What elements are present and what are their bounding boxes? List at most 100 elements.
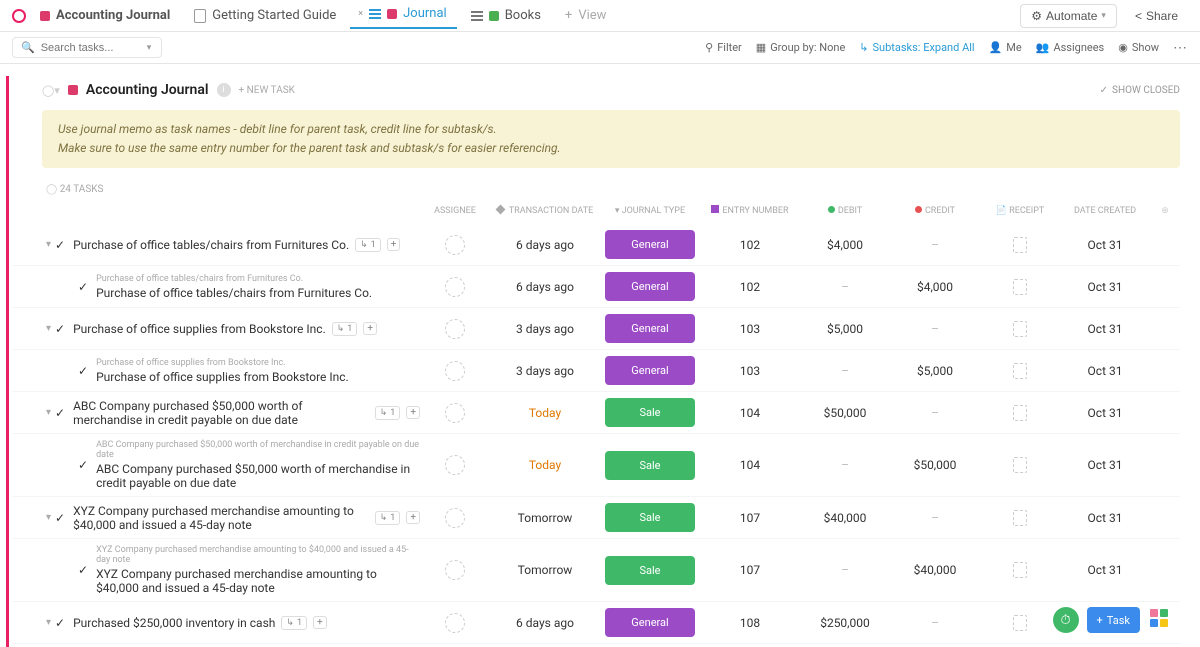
assignee-placeholder[interactable] — [445, 277, 465, 297]
subtask-count-badge[interactable]: ↳1 — [332, 322, 358, 336]
receipt-placeholder[interactable] — [1013, 405, 1027, 421]
col-transaction-date[interactable]: TRANSACTION DATE — [490, 206, 600, 216]
check-icon[interactable]: ✓ — [55, 322, 65, 336]
col-receipt[interactable]: 📄 RECEIPT — [980, 206, 1060, 216]
receipt-placeholder[interactable] — [1013, 363, 1027, 379]
receipt-placeholder[interactable] — [1013, 279, 1027, 295]
receipt-placeholder[interactable] — [1013, 510, 1027, 526]
groupby-button[interactable]: ▦Group by: None — [756, 41, 846, 54]
assignee-placeholder[interactable] — [445, 235, 465, 255]
journal-type-badge[interactable]: Sale — [605, 503, 695, 532]
collapse-icon[interactable]: ◯ — [46, 184, 57, 195]
info-icon[interactable]: i — [217, 83, 231, 97]
journal-type-badge[interactable]: General — [605, 230, 695, 259]
credit-value: – — [890, 406, 980, 420]
search-input[interactable] — [41, 42, 141, 54]
view-button[interactable]: +View — [555, 4, 617, 27]
new-task-button[interactable]: + NEW TASK — [239, 85, 295, 96]
receipt-placeholder[interactable] — [1013, 237, 1027, 253]
assignee-placeholder[interactable] — [445, 613, 465, 633]
check-icon[interactable]: ✓ — [55, 406, 65, 420]
add-subtask-button[interactable]: + — [313, 616, 327, 629]
more-button[interactable]: ⋯ — [1173, 40, 1188, 56]
close-icon[interactable]: × — [358, 9, 363, 19]
col-debit[interactable]: DEBIT — [800, 206, 890, 216]
assignee-placeholder[interactable] — [445, 560, 465, 580]
expand-icon[interactable]: ▾ — [46, 407, 51, 418]
journal-type-badge[interactable]: General — [605, 608, 695, 637]
task-row[interactable]: ✓XYZ Company purchased merchandise amoun… — [12, 539, 1180, 602]
task-name: Purchase of office tables/chairs from Fu… — [73, 238, 349, 252]
add-subtask-button[interactable]: + — [387, 238, 401, 251]
journal-type-badge[interactable]: Sale — [605, 451, 695, 480]
assignee-placeholder[interactable] — [445, 455, 465, 475]
check-icon[interactable]: ✓ — [78, 563, 88, 577]
col-credit[interactable]: CREDIT — [890, 206, 980, 216]
col-assignee[interactable]: ASSIGNEE — [420, 206, 490, 216]
show-button[interactable]: ◉Show — [1118, 41, 1159, 54]
expand-icon[interactable]: ▾ — [46, 512, 51, 523]
apps-button[interactable] — [1148, 607, 1170, 629]
entry-number: 107 — [700, 511, 800, 525]
tab-journal[interactable]: × Journal — [350, 2, 456, 29]
share-button[interactable]: < Share — [1125, 5, 1188, 27]
tab-getting-started[interactable]: Getting Started Guide — [184, 4, 346, 27]
task-row[interactable]: ▾✓ABC Company purchased $50,000 worth of… — [12, 392, 1180, 434]
add-subtask-button[interactable]: + — [406, 406, 420, 419]
automate-button[interactable]: ⚙ Automate ▾ — [1020, 4, 1117, 28]
journal-type-badge[interactable]: General — [605, 272, 695, 301]
me-button[interactable]: 👤Me — [989, 41, 1022, 54]
expand-icon[interactable]: ▾ — [46, 617, 51, 628]
subtask-count-badge[interactable]: ↳1 — [355, 238, 381, 252]
col-entry-number[interactable]: ENTRY NUMBER — [700, 205, 800, 216]
receipt-placeholder[interactable] — [1013, 615, 1027, 631]
assignee-placeholder[interactable] — [445, 361, 465, 381]
check-icon[interactable]: ✓ — [55, 511, 65, 525]
check-icon[interactable]: ✓ — [78, 458, 88, 472]
journal-type-badge[interactable]: General — [605, 314, 695, 343]
receipt-placeholder[interactable] — [1013, 457, 1027, 473]
timer-fab[interactable]: ⏱ — [1053, 607, 1079, 633]
assignee-placeholder[interactable] — [445, 508, 465, 528]
assignee-placeholder[interactable] — [445, 319, 465, 339]
new-task-fab[interactable]: +Task — [1087, 607, 1140, 633]
check-icon[interactable]: ✓ — [55, 238, 65, 252]
filter-icon: ⚲ — [705, 41, 713, 54]
task-row[interactable]: ▾ ✓ Purchase of office tables/chairs from … — [12, 224, 1180, 266]
show-closed-button[interactable]: ✓SHOW CLOSED — [1100, 85, 1180, 96]
add-column-button[interactable]: ⊕ — [1150, 206, 1180, 216]
journal-type-badge[interactable]: Sale — [605, 556, 695, 585]
expand-icon[interactable]: ▾ — [46, 239, 51, 250]
assignees-button[interactable]: 👥Assignees — [1036, 41, 1105, 54]
task-row[interactable]: ▾✓Purchase of office supplies from Books… — [12, 308, 1180, 350]
receipt-placeholder[interactable] — [1013, 321, 1027, 337]
col-date-created[interactable]: DATE CREATED — [1060, 206, 1150, 216]
subtasks-button[interactable]: ↳Subtasks: Expand All — [859, 41, 974, 54]
search-box[interactable]: 🔍 ▾ — [12, 37, 162, 58]
journal-type-badge[interactable]: Sale — [605, 398, 695, 427]
task-row[interactable]: ▾✓Purchased $250,000 inventory in cash ↳… — [12, 602, 1180, 644]
receipt-placeholder[interactable] — [1013, 562, 1027, 578]
task-row[interactable]: ✓Purchase of office supplies from Bookst… — [12, 350, 1180, 392]
assignee-placeholder[interactable] — [445, 403, 465, 423]
task-row[interactable]: ✓Purchase of office tables/chairs from F… — [12, 266, 1180, 308]
filter-button[interactable]: ⚲Filter — [705, 41, 742, 54]
add-subtask-button[interactable]: + — [363, 322, 377, 335]
subtask-count-badge[interactable]: ↳1 — [375, 406, 401, 420]
journal-type-badge[interactable]: General — [605, 356, 695, 385]
collapse-icon[interactable]: ◯▾ — [42, 84, 60, 97]
nav-title[interactable]: Accounting Journal — [30, 4, 180, 27]
add-subtask-button[interactable]: + — [406, 511, 420, 524]
subtask-count-badge[interactable]: ↳1 — [281, 616, 307, 630]
task-row[interactable]: ▾✓XYZ Company purchased merchandise amou… — [12, 497, 1180, 539]
check-icon[interactable]: ✓ — [78, 280, 88, 294]
transaction-date: Today — [490, 458, 600, 472]
subtask-count-badge[interactable]: ↳1 — [375, 511, 401, 525]
expand-icon[interactable]: ▾ — [46, 323, 51, 334]
tab-books[interactable]: Books — [461, 4, 551, 27]
check-icon[interactable]: ✓ — [55, 616, 65, 630]
chevron-down-icon[interactable]: ▾ — [147, 43, 152, 53]
col-journal-type[interactable]: ▾ JOURNAL TYPE — [600, 206, 700, 216]
check-icon[interactable]: ✓ — [78, 364, 88, 378]
task-row[interactable]: ✓ABC Company purchased $50,000 worth of … — [12, 434, 1180, 497]
